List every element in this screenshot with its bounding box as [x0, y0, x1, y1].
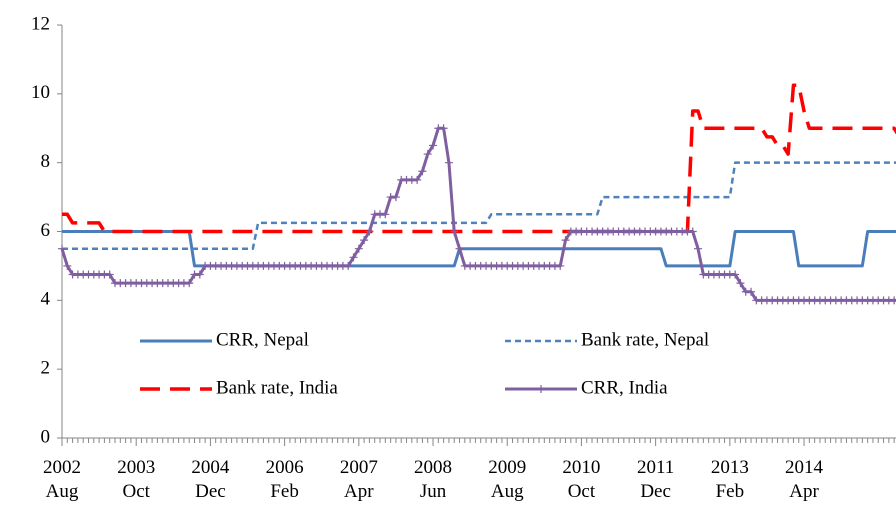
- y-tick-label: 8: [41, 151, 51, 172]
- point-marker: [391, 193, 400, 202]
- x-tick-label: 2003 Oct: [117, 457, 156, 502]
- point-marker: [450, 227, 459, 236]
- point-marker: [455, 244, 464, 253]
- point-marker: [890, 296, 896, 305]
- legend-marker: [537, 385, 545, 393]
- y-tick-label: 2: [41, 358, 51, 379]
- series-line: [62, 83, 896, 234]
- point-marker: [423, 150, 432, 159]
- point-marker: [418, 167, 427, 176]
- point-marker: [63, 261, 72, 270]
- point-marker: [694, 244, 703, 253]
- x-tick-label: 2013 Feb: [710, 457, 749, 502]
- point-marker: [344, 261, 353, 270]
- point-marker: [354, 244, 363, 253]
- x-tick-label: 2014 Apr: [785, 457, 824, 502]
- x-tick-label: 2009 Aug: [488, 457, 527, 502]
- point-marker: [736, 279, 745, 288]
- x-tick-label: 2002 Aug: [43, 457, 81, 502]
- point-marker: [195, 270, 204, 279]
- y-tick-label: 0: [41, 426, 51, 447]
- point-marker: [105, 270, 114, 279]
- series-line: [60, 126, 896, 302]
- point-marker: [381, 210, 390, 219]
- legend-label: Bank rate, Nepal: [581, 329, 709, 350]
- point-marker: [688, 227, 697, 236]
- point-marker: [429, 141, 438, 150]
- x-tick-label: 2008 Jun: [414, 457, 453, 502]
- y-tick-label: 12: [31, 13, 50, 34]
- y-tick-label: 10: [31, 82, 50, 103]
- x-tick-label: 2007 Apr: [339, 457, 378, 502]
- point-marker: [439, 124, 448, 133]
- point-marker: [365, 227, 374, 236]
- legend-label: CRR, India: [581, 377, 668, 398]
- x-tick-label: 2006 Feb: [265, 457, 304, 502]
- point-marker: [444, 158, 453, 167]
- series-line: [62, 161, 896, 250]
- x-tick-label: 2010 Oct: [562, 457, 601, 502]
- point-marker: [185, 279, 194, 288]
- legend-label: Bank rate, India: [216, 377, 338, 398]
- x-tick-label: 2011 Dec: [636, 457, 675, 502]
- point-marker: [556, 261, 565, 270]
- point-marker: [731, 270, 740, 279]
- y-tick-label: 6: [41, 220, 51, 241]
- point-marker: [413, 175, 422, 184]
- point-marker: [58, 244, 66, 253]
- point-marker: [747, 287, 756, 296]
- y-tick-label: 4: [41, 289, 51, 310]
- legend-label: CRR, Nepal: [216, 329, 309, 350]
- point-marker: [561, 236, 570, 245]
- point-marker: [349, 253, 358, 262]
- point-marker: [360, 236, 369, 245]
- x-tick-label: 2004 Dec: [191, 457, 230, 502]
